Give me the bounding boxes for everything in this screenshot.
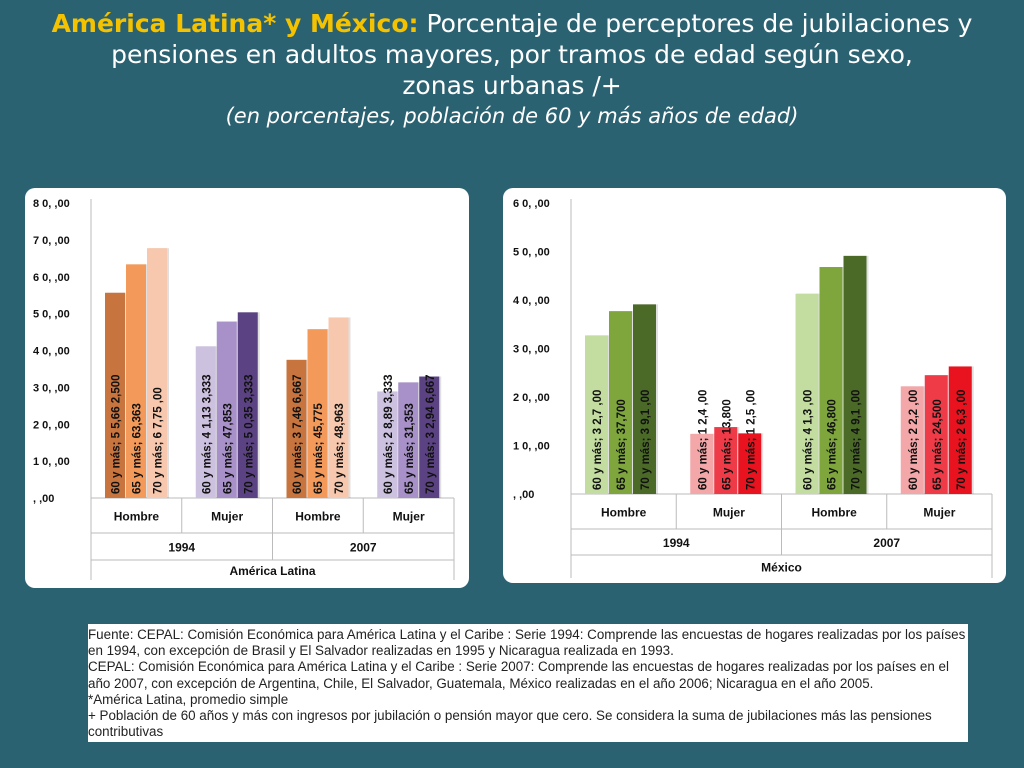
category-label: Hombre: [601, 506, 647, 520]
bar-hombre-2007-s3: [843, 255, 867, 494]
chart-mexico: , ,00 1 0, ,00 2 0, ,00 3 0, ,00 4 0, ,00 5 0…: [513, 198, 993, 578]
data-label: 70 y más; 1 2,5 ,00: [745, 390, 757, 490]
data-label: 60 y más; 4 1,13 3,333: [201, 374, 213, 494]
data-label: 70 y más; 5 0,35 3,333: [243, 374, 255, 494]
y-tick-label: 3 0, ,00: [33, 382, 70, 394]
category-label: Mujer: [211, 510, 243, 524]
region-label: América Latina: [229, 564, 315, 578]
source-notes: Fuente: CEPAL: Comisión Económica para A…: [88, 624, 968, 743]
bar-mujer-2007-s3: [948, 366, 972, 494]
data-label: 70 y más; 6 7,75 ,00: [153, 387, 165, 494]
y-tick-label: 4 0, ,00: [513, 295, 550, 307]
y-tick-label: 5 0, ,00: [33, 309, 70, 321]
data-label: 65 y más; 24,500: [932, 399, 944, 490]
category-label: Hombre: [295, 510, 341, 524]
bar-mujer-2007-s2: [924, 375, 948, 494]
title-subtitle: (en porcentajes, población de 60 y más a…: [225, 104, 799, 128]
bar-mujer-1994-s1: [690, 433, 714, 494]
bar-mujer-1994-s1: [195, 346, 216, 498]
y-tick-label: 2 0, ,00: [513, 392, 550, 404]
chart-america-latina: , ,00 1 0, ,00 2 0, ,00 3 0, ,00 4 0, ,00 5 0…: [33, 198, 455, 580]
y-tick-label: 1 0, ,00: [513, 441, 550, 453]
year-label: 1994: [663, 536, 690, 550]
title-line-3: zonas urbanas /+: [402, 71, 622, 100]
data-label: 65 y más; 47,853: [222, 403, 234, 494]
title-line-1: América Latina* y México: Porcentaje de …: [20, 8, 1004, 39]
category-label: Mujer: [923, 506, 955, 520]
slide-title: América Latina* y México: Porcentaje de …: [20, 8, 1004, 132]
y-tick-label: 5 0, ,00: [513, 247, 550, 259]
bar-mujer-1994-s2: [216, 321, 237, 498]
bar-mujer-2007-s3: [419, 376, 440, 498]
bar-mujer-1994-s3: [738, 433, 762, 494]
y-tick-label: , ,00: [33, 493, 54, 505]
data-label: 60 y más; 1 2,4 ,00: [697, 390, 709, 490]
category-label: Hombre: [811, 506, 857, 520]
data-label: 60 y más; 2 8,89 3,333: [383, 374, 395, 494]
year-label: 2007: [350, 541, 377, 555]
data-label: 60 y más; 3 2,7 ,00: [592, 390, 604, 490]
data-label: 65 y más; 45,775: [313, 403, 325, 494]
y-tick-label: 4 0, ,00: [33, 346, 70, 358]
year-label: 1994: [168, 541, 195, 555]
data-label: 65 y más; 31,353: [404, 403, 416, 494]
footer-line-1: Fuente: CEPAL: Comisión Económica para A…: [88, 627, 966, 659]
data-label: 70 y más; 4 9,1 ,00: [851, 390, 863, 490]
bar-hombre-1994-s2: [609, 311, 632, 494]
title-line-2: pensiones en adultos mayores, por tramos…: [111, 40, 913, 69]
data-label: 65 y más; 63,363: [132, 403, 144, 494]
bar-hombre-1994-s2: [126, 264, 146, 498]
bar-mujer-2007-s2: [398, 382, 419, 498]
data-label: 60 y más; 5 5,66 2,500: [111, 374, 123, 494]
region-label: México: [761, 561, 802, 575]
y-tick-label: 2 0, ,00: [33, 419, 70, 431]
data-label: 60 y más; 4 1,3 ,00: [803, 390, 815, 490]
y-tick-label: , ,00: [513, 489, 534, 501]
bar-mujer-2007-s1: [377, 391, 398, 498]
bar-hombre-2007-s2: [307, 329, 328, 498]
bar-hombre-2007-s2: [819, 267, 843, 494]
bar-hombre-1994-s3: [147, 248, 167, 498]
data-label: 70 y más; 2 6,3 ,00: [956, 390, 968, 490]
bar-hombre-2007-s1: [795, 293, 819, 494]
category-label: Hombre: [114, 510, 160, 524]
data-label: 60 y más; 2 2,2 ,00: [908, 390, 920, 490]
y-tick-label: 6 0, ,00: [33, 272, 70, 284]
footer-line-2: CEPAL: Comisión Económica para América L…: [88, 659, 949, 691]
data-label: 65 y más; 13,800: [721, 399, 733, 490]
bar-hombre-1994-s1: [105, 292, 125, 498]
bar-hombre-1994-s1: [585, 335, 608, 494]
data-label: 65 y más; 46,800: [827, 399, 839, 490]
category-label: Mujer: [393, 510, 425, 524]
y-tick-label: 7 0, ,00: [33, 235, 70, 247]
y-tick-label: 1 0, ,00: [33, 456, 70, 468]
y-tick-label: 3 0, ,00: [513, 344, 550, 356]
y-tick-label: 6 0, ,00: [513, 198, 550, 210]
bar-hombre-1994-s3: [633, 304, 656, 494]
footer-line-4: + Población de 60 años y más con ingreso…: [88, 708, 932, 740]
title-bold: América Latina* y México:: [51, 9, 419, 38]
year-label: 2007: [873, 536, 900, 550]
data-label: 60 y más; 3 7,46 6,667: [292, 374, 304, 494]
data-label: 70 y más; 3 2,94 6,667: [425, 374, 437, 494]
bar-mujer-1994-s2: [714, 427, 738, 494]
data-label: 70 y más; 48,963: [334, 403, 346, 494]
chart-panel-mexico: , ,00 1 0, ,00 2 0, ,00 3 0, ,00 4 0, ,00 5 0…: [503, 188, 1006, 583]
bar-hombre-2007-s1: [286, 359, 307, 498]
title-rest: Porcentaje de perceptores de jubilacione…: [418, 9, 973, 38]
y-tick-label: 8 0, ,00: [33, 198, 70, 210]
data-label: 70 y más; 3 9,1 ,00: [640, 390, 652, 490]
chart-panel-america-latina: , ,00 1 0, ,00 2 0, ,00 3 0, ,00 4 0, ,00 5 0…: [25, 188, 469, 588]
bar-hombre-2007-s3: [328, 317, 349, 498]
footer-line-3: *América Latina, promedio simple: [88, 691, 289, 707]
category-label: Mujer: [713, 506, 745, 520]
data-label: 65 y más; 37,700: [616, 399, 628, 490]
bar-mujer-2007-s1: [900, 386, 924, 494]
bar-mujer-1994-s3: [237, 312, 258, 498]
